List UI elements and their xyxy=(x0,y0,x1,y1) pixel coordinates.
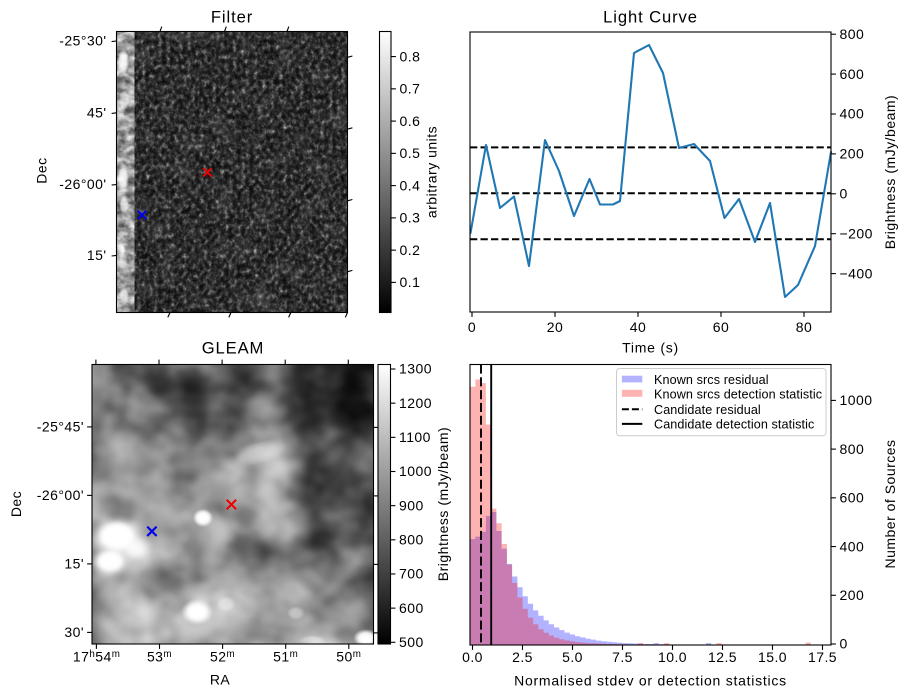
svg-text:700: 700 xyxy=(399,566,424,582)
svg-text:60: 60 xyxy=(713,319,729,335)
svg-text:Candidate detection statistic: Candidate detection statistic xyxy=(654,418,814,432)
svg-text:5.0: 5.0 xyxy=(562,649,583,665)
svg-text:0.0: 0.0 xyxy=(462,649,483,665)
svg-text:500: 500 xyxy=(399,634,424,650)
svg-text:Brightness (mJy/beam): Brightness (mJy/beam) xyxy=(882,95,898,249)
svg-text:7.5: 7.5 xyxy=(612,649,633,665)
svg-text:800: 800 xyxy=(840,441,865,457)
svg-text:200: 200 xyxy=(840,587,865,603)
svg-text:80: 80 xyxy=(796,319,812,335)
svg-text:30': 30' xyxy=(64,624,84,640)
svg-text:2.5: 2.5 xyxy=(512,649,533,665)
svg-text:Known srcs residual: Known srcs residual xyxy=(654,373,769,387)
svg-text:0.8: 0.8 xyxy=(400,48,421,64)
svg-text:800: 800 xyxy=(840,26,865,42)
svg-text:0.6: 0.6 xyxy=(400,113,421,129)
svg-text:0: 0 xyxy=(840,636,848,652)
svg-text:400: 400 xyxy=(840,106,865,122)
svg-text:1100: 1100 xyxy=(399,429,431,445)
svg-text:Number of Sources: Number of Sources xyxy=(882,439,898,568)
svg-text:600: 600 xyxy=(399,600,424,616)
svg-text:Time (s): Time (s) xyxy=(622,339,679,355)
svg-text:12.5: 12.5 xyxy=(708,649,737,665)
svg-text:1000: 1000 xyxy=(399,463,432,479)
svg-text:-26°00': -26°00' xyxy=(37,487,84,503)
svg-text:0.2: 0.2 xyxy=(400,242,421,258)
svg-text:15': 15' xyxy=(87,247,107,263)
svg-text:40: 40 xyxy=(630,319,646,335)
svg-text:-25°30': -25°30' xyxy=(59,33,106,49)
svg-text:RA: RA xyxy=(210,672,231,688)
svg-text:-25°45': -25°45' xyxy=(37,419,84,435)
svg-text:10.0: 10.0 xyxy=(658,649,687,665)
svg-text:Known srcs detection statistic: Known srcs detection statistic xyxy=(654,387,822,401)
svg-text:Normalised stdev or detection: Normalised stdev or detection statistics xyxy=(514,672,787,688)
svg-text:Brightness (mJy/beam): Brightness (mJy/beam) xyxy=(435,427,451,581)
svg-text:1300: 1300 xyxy=(399,361,432,377)
svg-text:600: 600 xyxy=(840,66,865,82)
svg-text:0.5: 0.5 xyxy=(400,145,421,161)
svg-text:17.5: 17.5 xyxy=(808,649,837,665)
svg-text:Dec: Dec xyxy=(34,157,50,183)
svg-text:17h​54m​: 17h​54m​ xyxy=(73,649,121,665)
svg-text:800: 800 xyxy=(399,532,424,548)
svg-text:0.3: 0.3 xyxy=(400,210,421,226)
svg-text:45': 45' xyxy=(87,105,107,121)
svg-text:Candidate residual: Candidate residual xyxy=(654,403,761,417)
svg-text:GLEAM: GLEAM xyxy=(202,339,265,358)
svg-text:0: 0 xyxy=(468,319,476,335)
svg-text:−200: −200 xyxy=(840,225,873,241)
svg-text:0: 0 xyxy=(840,186,848,202)
svg-text:-26°00': -26°00' xyxy=(59,176,106,192)
svg-text:200: 200 xyxy=(840,146,865,162)
svg-text:1200: 1200 xyxy=(399,395,432,411)
svg-text:600: 600 xyxy=(840,490,865,506)
svg-text:arbitrary units: arbitrary units xyxy=(424,126,440,218)
svg-text:1000: 1000 xyxy=(840,392,873,408)
svg-text:20: 20 xyxy=(547,319,563,335)
svg-text:15': 15' xyxy=(64,556,84,572)
svg-text:0.7: 0.7 xyxy=(400,81,421,97)
svg-text:15.0: 15.0 xyxy=(758,649,787,665)
svg-text:400: 400 xyxy=(840,538,865,554)
svg-text:Filter: Filter xyxy=(211,7,253,26)
svg-text:Light Curve: Light Curve xyxy=(603,7,698,26)
svg-text:900: 900 xyxy=(399,497,424,513)
svg-text:0.4: 0.4 xyxy=(400,177,421,193)
svg-text:0.1: 0.1 xyxy=(400,274,421,290)
svg-text:Dec: Dec xyxy=(8,491,24,517)
svg-text:−400: −400 xyxy=(840,265,873,281)
